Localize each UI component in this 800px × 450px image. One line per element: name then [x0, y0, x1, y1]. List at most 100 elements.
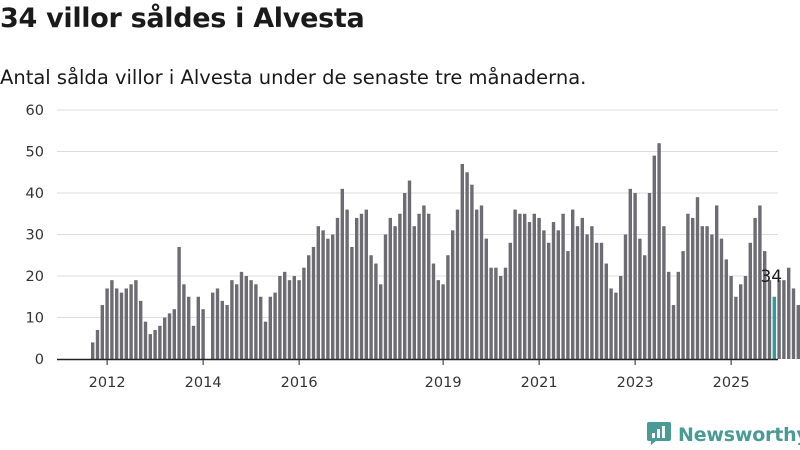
bar: [417, 213, 421, 359]
y-tick-label: 50: [26, 145, 44, 161]
bar: [239, 271, 244, 359]
bar: [571, 209, 575, 359]
bar: [167, 313, 172, 359]
bar: [499, 276, 503, 359]
bar: [647, 193, 652, 359]
bar: [201, 309, 205, 359]
bar: [355, 217, 359, 359]
bar: [446, 255, 450, 359]
x-tick-label: 2025: [713, 375, 750, 391]
bar: [743, 276, 748, 359]
bar: [787, 267, 791, 359]
bar: [638, 238, 642, 359]
x-axis-labels: 2012 2014 2016 2019 2021 2023 2025: [89, 375, 750, 391]
bar: [119, 292, 124, 359]
bar: [767, 280, 772, 359]
bar: [225, 305, 229, 359]
bar: [379, 284, 383, 359]
x-tick-label: 2023: [617, 375, 654, 391]
bar: [796, 305, 800, 359]
y-tick-label: 0: [35, 352, 44, 368]
bar: [388, 217, 392, 359]
bar: [158, 325, 162, 359]
bar: [249, 280, 253, 359]
bar: [230, 280, 234, 359]
bar: [278, 276, 282, 359]
bar: [254, 284, 258, 359]
x-tick-label: 2019: [425, 375, 462, 391]
bar: [700, 226, 704, 359]
bar: [345, 209, 349, 359]
y-tick-label: 40: [26, 186, 44, 202]
newsworthy-logo-icon: [646, 420, 672, 450]
bar: [691, 217, 695, 359]
bar: [561, 213, 565, 359]
bar: [719, 238, 724, 359]
bar: [724, 259, 728, 359]
bar-highlight: [772, 296, 776, 359]
bars: [91, 143, 800, 359]
bar: [753, 217, 757, 359]
bar: [134, 280, 138, 359]
bar: [100, 305, 104, 359]
bar: [676, 271, 680, 359]
bar: [782, 280, 786, 359]
bar: [187, 296, 191, 359]
bar: [623, 234, 628, 359]
bar: [307, 255, 311, 359]
bar: [369, 255, 373, 359]
y-tick-label: 60: [26, 103, 44, 119]
bar: [523, 213, 527, 359]
bar: [657, 143, 661, 359]
bar: [671, 305, 676, 359]
bar: [551, 222, 556, 359]
bar: [182, 284, 186, 359]
bar: [422, 205, 426, 359]
bar: [710, 234, 714, 359]
bar: [604, 263, 608, 359]
bar: [191, 325, 196, 359]
bar: [542, 230, 546, 359]
bar: [139, 300, 143, 359]
bar: [311, 246, 316, 359]
bar: [235, 284, 239, 359]
bar: [95, 329, 100, 359]
bar: [662, 226, 666, 359]
bar: [427, 213, 431, 359]
bar: [465, 172, 469, 359]
bar: [619, 276, 623, 359]
bar: [287, 280, 292, 359]
bar: [436, 280, 440, 359]
bar: [124, 288, 128, 359]
bar: [115, 288, 119, 359]
x-tick-label: 2016: [281, 375, 318, 391]
bar: [643, 255, 647, 359]
bar: [513, 209, 517, 359]
x-tick-label: 2014: [185, 375, 222, 391]
bar: [580, 217, 584, 359]
x-tick-label: 2021: [521, 375, 558, 391]
bar: [729, 276, 733, 359]
bar: [748, 242, 752, 359]
bar: [431, 263, 436, 359]
bar: [537, 217, 541, 359]
bar: [489, 267, 493, 359]
y-tick-label: 10: [26, 311, 44, 327]
x-axis: [57, 358, 778, 365]
bar: [302, 267, 306, 359]
bar: [364, 209, 368, 359]
bar: [739, 284, 743, 359]
bar: [652, 155, 656, 359]
bar: [412, 226, 416, 359]
bar: [403, 193, 407, 359]
x-tick-label: 2012: [89, 375, 126, 391]
newsworthy-logo: Newsworthy: [646, 420, 800, 450]
bar: [470, 184, 474, 359]
bar: [153, 329, 157, 359]
bar: [215, 288, 220, 359]
bar: [451, 230, 455, 359]
bar: [566, 251, 570, 359]
bar: [609, 288, 613, 359]
bar: [340, 188, 344, 359]
bar: [599, 242, 604, 359]
